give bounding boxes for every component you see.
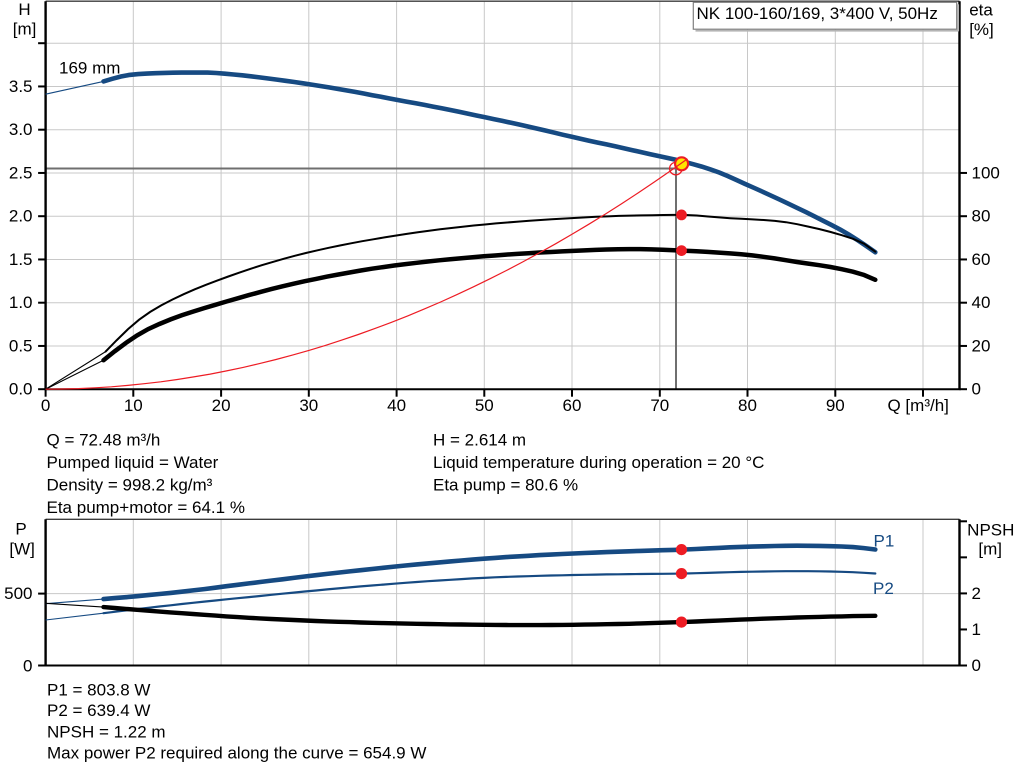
- svg-text:30: 30: [299, 396, 318, 415]
- svg-text:80: 80: [972, 207, 991, 226]
- svg-text:0: 0: [972, 656, 981, 675]
- svg-text:Liquid temperature during oper: Liquid temperature during operation = 20…: [433, 453, 764, 472]
- svg-text:0.5: 0.5: [9, 336, 33, 355]
- svg-text:40: 40: [972, 293, 991, 312]
- svg-text:0.0: 0.0: [9, 380, 33, 399]
- svg-text:Eta pump = 80.6 %: Eta pump = 80.6 %: [433, 476, 578, 495]
- svg-text:Eta pump+motor = 64.1 %: Eta pump+motor = 64.1 %: [47, 498, 245, 517]
- svg-text:1.0: 1.0: [9, 293, 33, 312]
- svg-text:[m]: [m]: [978, 539, 1002, 558]
- svg-text:60: 60: [972, 250, 991, 269]
- svg-text:P1 = 803.8 W: P1 = 803.8 W: [47, 680, 150, 699]
- svg-text:90: 90: [826, 396, 845, 415]
- svg-text:Density = 998.2 kg/m³: Density = 998.2 kg/m³: [47, 476, 213, 495]
- svg-text:169 mm: 169 mm: [59, 58, 120, 77]
- svg-text:NPSH = 1.22 m: NPSH = 1.22 m: [47, 723, 166, 742]
- svg-text:0: 0: [972, 380, 981, 399]
- svg-text:0: 0: [23, 657, 32, 676]
- svg-text:20: 20: [972, 336, 991, 355]
- svg-text:0: 0: [41, 396, 50, 415]
- svg-text:Q [m³/h]: Q [m³/h]: [887, 396, 948, 415]
- svg-text:P2: P2: [873, 579, 894, 598]
- svg-text:1.5: 1.5: [9, 250, 33, 269]
- svg-text:P: P: [15, 520, 26, 539]
- svg-text:[W]: [W]: [9, 539, 35, 558]
- svg-text:P1: P1: [874, 531, 895, 550]
- svg-text:NPSH: NPSH: [967, 520, 1014, 539]
- svg-text:2: 2: [972, 584, 981, 603]
- svg-text:Q = 72.48 m³/h: Q = 72.48 m³/h: [47, 430, 161, 449]
- svg-text:3.5: 3.5: [9, 77, 33, 96]
- svg-text:2.0: 2.0: [9, 207, 33, 226]
- svg-text:70: 70: [650, 396, 669, 415]
- svg-text:60: 60: [563, 396, 582, 415]
- svg-text:[m]: [m]: [13, 20, 37, 39]
- svg-text:Max power P2 required along th: Max power P2 required along the curve = …: [47, 744, 426, 763]
- svg-text:NK 100-160/169, 3*400 V, 50Hz: NK 100-160/169, 3*400 V, 50Hz: [697, 4, 938, 23]
- svg-text:H = 2.614 m: H = 2.614 m: [433, 430, 526, 449]
- svg-text:100: 100: [972, 163, 1000, 182]
- svg-text:500: 500: [4, 584, 32, 603]
- svg-text:H: H: [18, 0, 30, 19]
- svg-text:[%]: [%]: [969, 20, 994, 39]
- svg-text:eta: eta: [969, 1, 993, 20]
- svg-text:P2 = 639.4 W: P2 = 639.4 W: [47, 701, 150, 720]
- svg-text:40: 40: [387, 396, 406, 415]
- svg-text:3.0: 3.0: [9, 120, 33, 139]
- svg-text:Pumped liquid = Water: Pumped liquid = Water: [47, 453, 219, 472]
- svg-text:80: 80: [738, 396, 757, 415]
- svg-text:50: 50: [475, 396, 494, 415]
- svg-text:1: 1: [972, 620, 981, 639]
- svg-text:2.5: 2.5: [9, 163, 33, 182]
- svg-text:10: 10: [124, 396, 143, 415]
- svg-text:20: 20: [212, 396, 231, 415]
